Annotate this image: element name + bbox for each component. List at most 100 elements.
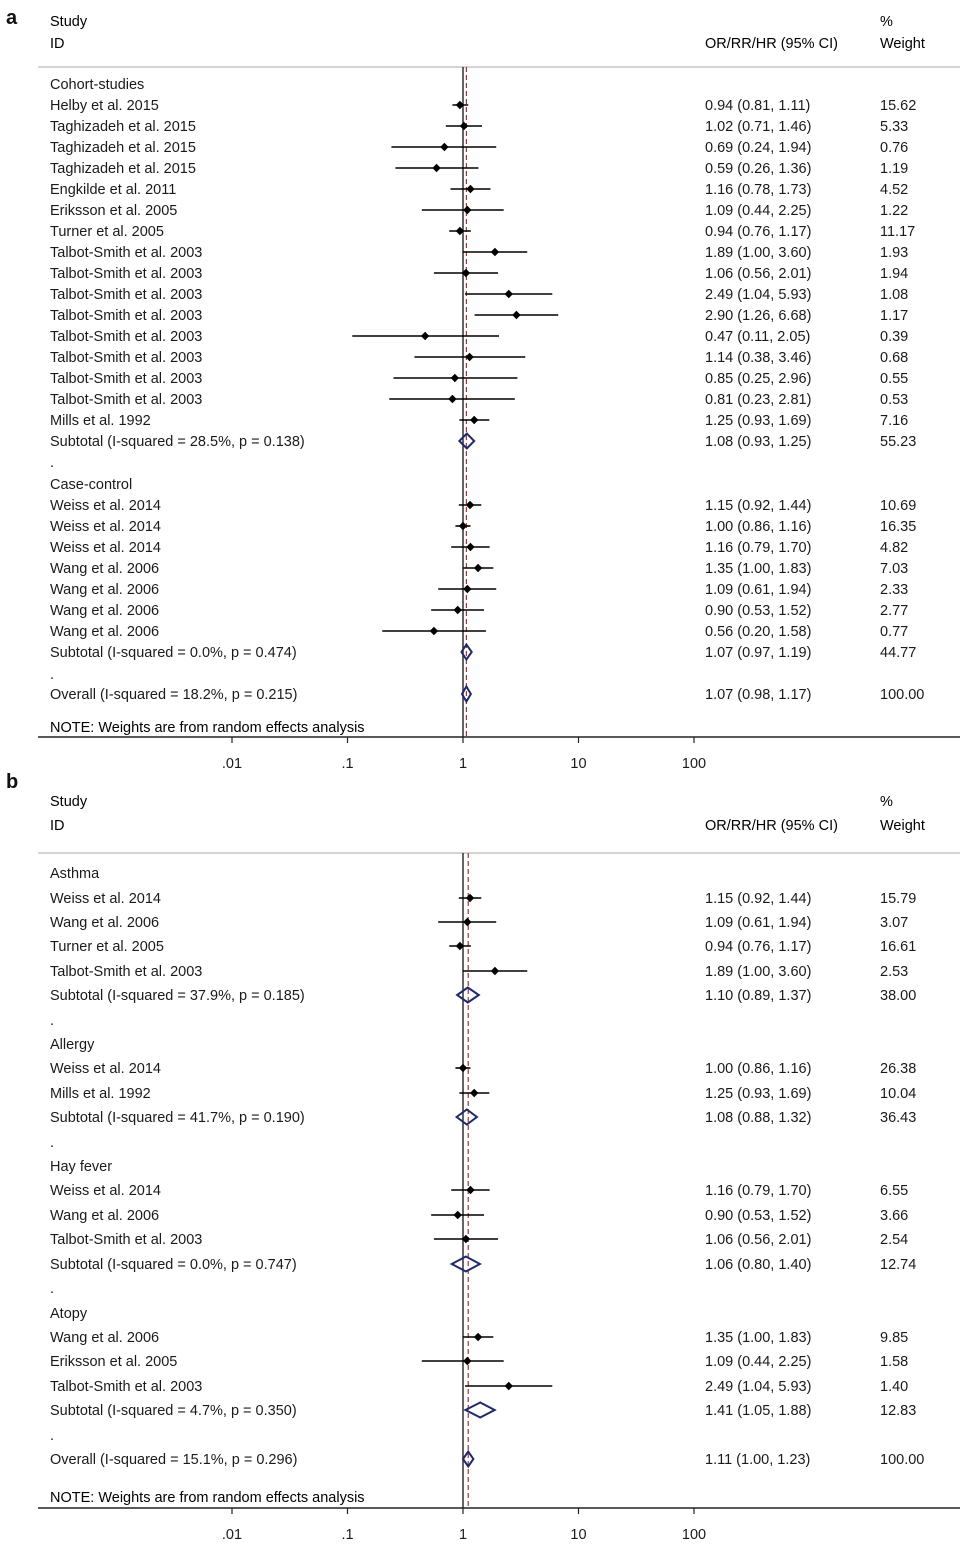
panel-a-subtotal-row-17-ci-text: 1.08 (0.93, 1.25) (705, 434, 811, 450)
panel-b-study-row-1-point-estimate (465, 893, 475, 903)
panel-b-study-row-4-weight: 2.53 (880, 964, 908, 980)
panel-b-label: b (6, 771, 18, 793)
panel-a-header-weight: Weight (880, 36, 925, 52)
panel-a-study-row-11-label: Talbot-Smith et al. 2003 (50, 308, 202, 324)
panel-a-subtotal-row-27-diamond (460, 642, 473, 662)
panel-a-study-row-13-point-estimate (465, 352, 474, 362)
panel-b-study-row-3-ci-text: 0.94 (0.76, 1.17) (705, 939, 811, 955)
panel-a-study-row-5-label: Engkilde et al. 2011 (50, 182, 176, 198)
panel-a-study-row-15-label: Talbot-Smith et al. 2003 (50, 392, 202, 408)
panel-a-study-row-4-weight: 1.19 (880, 161, 908, 177)
panel-a-study-row-26-label: Wang et al. 2006 (50, 624, 159, 640)
panel-b-subtotal-row-16-weight: 12.74 (880, 1257, 916, 1273)
panel-b-study-row-13-label: Weiss et al. 2014 (50, 1183, 161, 1199)
panel-b-note: NOTE: Weights are from random effects an… (50, 1490, 365, 1506)
panel-a-study-row-11-point-estimate (512, 310, 521, 320)
panel-b-study-row-3-label: Turner et al. 2005 (50, 939, 164, 955)
panel-a-x-tick-label-4: 100 (682, 756, 706, 772)
panel-a-study-row-22-label: Weiss et al. 2014 (50, 540, 161, 556)
panel-a-study-row-6-label: Eriksson et al. 2005 (50, 203, 177, 219)
panel-b-subtotal-row-10-ci-text: 1.08 (0.88, 1.32) (705, 1110, 811, 1126)
panel-a-header-effect: OR/RR/HR (95% CI) (705, 36, 838, 52)
panel-b-group-row-18-label: Atopy (50, 1306, 88, 1322)
panel-b-subtotal-row-16-diamond (449, 1255, 482, 1273)
panel-b-dot-row-6-label: . (50, 1013, 54, 1029)
panel-b-study-row-1-ci-text: 1.15 (0.92, 1.44) (705, 891, 811, 907)
panel-b-study-row-13-point-estimate (466, 1185, 475, 1195)
panel-b-study-row-21-label: Talbot-Smith et al. 2003 (50, 1379, 202, 1395)
panel-a-dot-row-18-label: . (50, 455, 54, 471)
panel-b-study-row-14-label: Wang et al. 2006 (50, 1208, 159, 1224)
panel-b-study-row-2-point-estimate (463, 917, 472, 927)
panel-b-study-row-9-ci-text: 1.25 (0.93, 1.69) (705, 1086, 811, 1102)
panel-a-study-row-21-label: Weiss et al. 2014 (50, 519, 161, 535)
panel-b-study-row-19-ci-text: 1.35 (1.00, 1.83) (705, 1330, 811, 1346)
panel-a-label: a (6, 7, 18, 29)
panel-b-subtotal-row-5-ci-text: 1.10 (0.89, 1.37) (705, 988, 811, 1004)
panel-a-study-row-24-weight: 2.33 (880, 582, 908, 598)
panel-b-overall-row-24-ci-text: 1.11 (1.00, 1.23) (705, 1452, 810, 1468)
panel-a-study-row-12-point-estimate (420, 331, 430, 341)
panel-a-study-row-1-weight: 15.62 (880, 98, 916, 114)
panel-a-study-row-8-point-estimate (490, 247, 500, 257)
panel-b-x-tick-label-4: 100 (682, 1527, 706, 1543)
panel-b-study-row-9-weight: 10.04 (880, 1086, 916, 1102)
panel-a-study-row-15-weight: 0.53 (880, 392, 908, 408)
panel-b-study-row-20-point-estimate (463, 1356, 472, 1366)
panel-b-study-row-15-ci-text: 1.06 (0.56, 2.01) (705, 1232, 811, 1248)
panel-a-study-row-9-point-estimate (461, 268, 471, 278)
panel-a-study-row-9-ci-text: 1.06 (0.56, 2.01) (705, 266, 811, 282)
panel-a-study-row-5-weight: 4.52 (880, 182, 908, 198)
panel-b-study-row-8-ci-text: 1.00 (0.86, 1.16) (705, 1061, 811, 1077)
panel-a-study-row-21-ci-text: 1.00 (0.86, 1.16) (705, 519, 811, 535)
panel-a-study-row-14-weight: 0.55 (880, 371, 908, 387)
panel-a-study-row-1-point-estimate (455, 100, 465, 110)
panel-a-study-row-8-weight: 1.93 (880, 245, 908, 261)
panel-a-study-row-1-ci-text: 0.94 (0.81, 1.11) (705, 98, 810, 114)
panel-a-study-row-9-weight: 1.94 (880, 266, 908, 282)
panel-b-study-row-4-point-estimate (490, 966, 500, 976)
panel-a-study-row-26-weight: 0.77 (880, 624, 908, 640)
panel-b-group-row-0-label: Asthma (50, 866, 100, 882)
panel-a-study-row-6-ci-text: 1.09 (0.44, 2.25) (705, 203, 811, 219)
panel-b-subtotal-row-16-ci-text: 1.06 (0.80, 1.40) (705, 1257, 811, 1273)
panel-a-subtotal-row-17-label: Subtotal (I-squared = 28.5%, p = 0.138) (50, 434, 305, 450)
panel-b-study-row-14-ci-text: 0.90 (0.53, 1.52) (705, 1208, 811, 1224)
panel-a-study-row-12-weight: 0.39 (880, 329, 908, 345)
panel-b-study-row-15-label: Talbot-Smith et al. 2003 (50, 1232, 202, 1248)
panel-a-study-row-5-ci-text: 1.16 (0.78, 1.73) (705, 182, 811, 198)
panel-b-header-id: ID (50, 818, 65, 834)
panel-a-study-row-3-label: Taghizadeh et al. 2015 (50, 140, 196, 156)
panel-b-subtotal-row-22-label: Subtotal (I-squared = 4.7%, p = 0.350) (50, 1403, 297, 1419)
panel-b-dot-row-11-label: . (50, 1135, 54, 1151)
panel-b-header-study: Study (50, 794, 88, 810)
panel-a-note: NOTE: Weights are from random effects an… (50, 720, 365, 736)
panel-a-study-row-10-ci-text: 2.49 (1.04, 5.93) (705, 287, 811, 303)
panel-a-group-row-0-label: Cohort-studies (50, 77, 144, 93)
panel-b-study-row-9-label: Mills et al. 1992 (50, 1086, 151, 1102)
panel-b-study-row-4-label: Talbot-Smith et al. 2003 (50, 964, 202, 980)
panel-b-study-row-21-weight: 1.40 (880, 1379, 908, 1395)
panel-a-study-row-23-ci-text: 1.35 (1.00, 1.83) (705, 561, 811, 577)
panel-a-header-pct: % (880, 14, 893, 30)
panel-b-study-row-20-label: Eriksson et al. 2005 (50, 1354, 177, 1370)
panel-a-study-row-13-ci-text: 1.14 (0.38, 3.46) (705, 350, 811, 366)
panel-b-x-tick-label-3: 10 (570, 1527, 586, 1543)
panel-a-subtotal-row-27-label: Subtotal (I-squared = 0.0%, p = 0.474) (50, 645, 297, 661)
panel-a-study-row-25-ci-text: 0.90 (0.53, 1.52) (705, 603, 811, 619)
panel-a-study-row-15-ci-text: 0.81 (0.23, 2.81) (705, 392, 811, 408)
panel-b-study-row-3-weight: 16.61 (880, 939, 916, 955)
panel-b-study-row-20-weight: 1.58 (880, 1354, 908, 1370)
panel-b-overall-row-24-diamond (461, 1449, 475, 1469)
panel-a-study-row-2-label: Taghizadeh et al. 2015 (50, 119, 196, 135)
panel-a-study-row-1-label: Helby et al. 2015 (50, 98, 159, 114)
panel-a-study-row-14-point-estimate (450, 373, 460, 383)
panel-b-study-row-13-weight: 6.55 (880, 1183, 908, 1199)
panel-a-study-row-22-ci-text: 1.16 (0.79, 1.70) (705, 540, 811, 556)
panel-a-study-row-23-point-estimate (473, 563, 483, 573)
panel-a-study-row-20-label: Weiss et al. 2014 (50, 498, 161, 514)
panel-a-study-row-8-ci-text: 1.89 (1.00, 3.60) (705, 245, 811, 261)
panel-a-overall-row-29-diamond (460, 684, 473, 704)
panel-a-study-row-5-point-estimate (466, 184, 475, 194)
panel-b-study-row-2-label: Wang et al. 2006 (50, 915, 159, 931)
